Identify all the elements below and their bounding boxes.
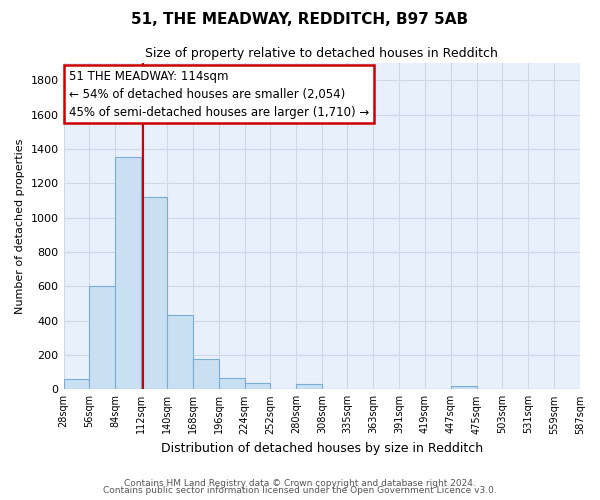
Bar: [193, 360, 219, 390]
Y-axis label: Number of detached properties: Number of detached properties: [15, 138, 25, 314]
Bar: [115, 158, 141, 390]
Bar: [89, 286, 115, 390]
Bar: [167, 316, 193, 390]
Bar: [64, 379, 89, 390]
Bar: [141, 197, 167, 390]
Title: Size of property relative to detached houses in Redditch: Size of property relative to detached ho…: [145, 48, 498, 60]
Text: 51 THE MEADWAY: 114sqm
← 54% of detached houses are smaller (2,054)
45% of semi-: 51 THE MEADWAY: 114sqm ← 54% of detached…: [69, 70, 369, 118]
Bar: [296, 384, 322, 390]
Bar: [219, 378, 245, 390]
Text: 51, THE MEADWAY, REDDITCH, B97 5AB: 51, THE MEADWAY, REDDITCH, B97 5AB: [131, 12, 469, 28]
Bar: [245, 383, 271, 390]
Text: Contains HM Land Registry data © Crown copyright and database right 2024.: Contains HM Land Registry data © Crown c…: [124, 478, 476, 488]
Bar: [451, 386, 476, 390]
Text: Contains public sector information licensed under the Open Government Licence v3: Contains public sector information licen…: [103, 486, 497, 495]
X-axis label: Distribution of detached houses by size in Redditch: Distribution of detached houses by size …: [161, 442, 483, 455]
